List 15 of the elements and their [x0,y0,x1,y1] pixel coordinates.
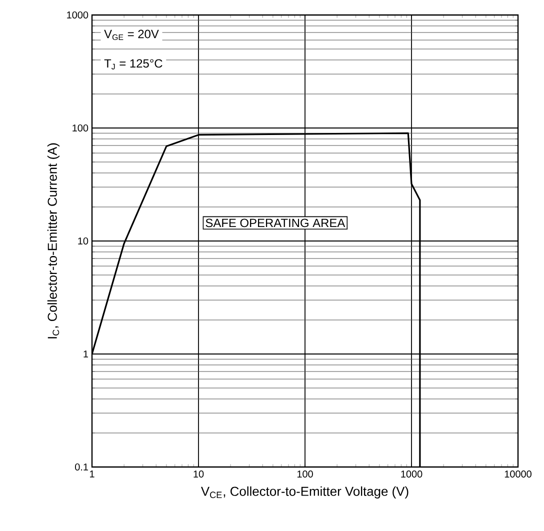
x-tick-label: 1 [90,470,94,478]
annotation: SAFE OPERATING AREA [206,218,346,228]
y-tick-label: 10 [78,237,88,245]
annotation: V$_{GE}$ = 20V [104,30,159,40]
x-tick-label: 10000 [504,470,532,478]
y-axis-title: I$_{C}$, Collector-to-Emitter Current (A) [47,143,60,338]
y-tick-label: 0.1 [75,463,88,471]
x-axis-title: V$_{CE}$, Collector-to-Emitter Voltage (V) [200,486,408,498]
x-tick-label: 10 [194,470,204,478]
y-tick-label: 100 [72,124,88,132]
y-tick-label: 1000 [67,11,88,19]
x-tick-label: 1000 [401,470,422,478]
y-tick-label: 1 [84,350,88,358]
annotation: T$_{J}$ = 125°C [104,59,162,70]
x-tick-label: 100 [297,470,313,478]
